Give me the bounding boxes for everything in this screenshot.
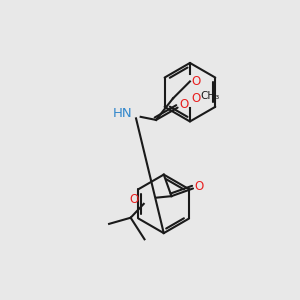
Text: O: O (191, 75, 201, 88)
Text: HN: HN (113, 107, 133, 120)
Text: O: O (130, 193, 139, 206)
Text: O: O (179, 98, 188, 111)
Text: CH₃: CH₃ (201, 92, 220, 101)
Text: O: O (191, 92, 201, 104)
Text: O: O (195, 180, 204, 194)
